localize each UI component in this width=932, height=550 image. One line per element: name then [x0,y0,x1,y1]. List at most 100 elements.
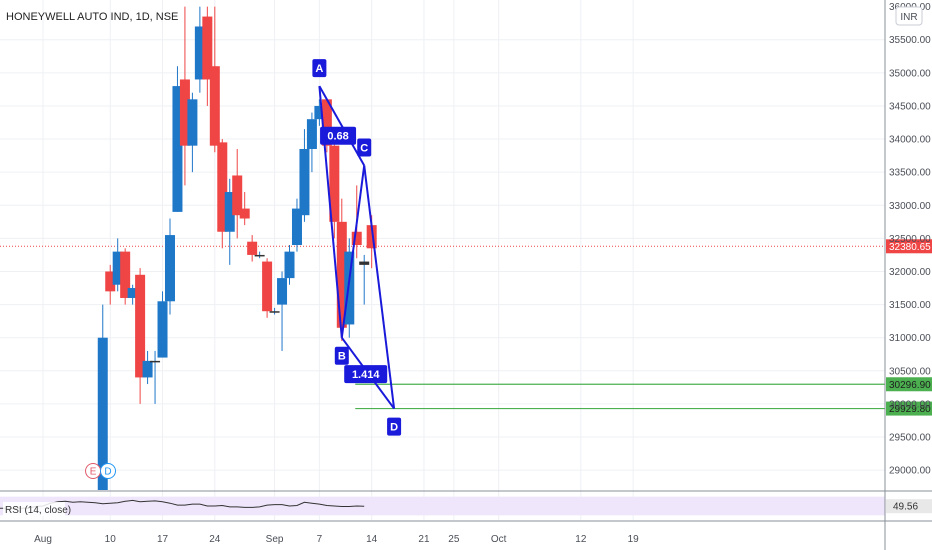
candle-body [336,221,347,328]
pattern-point-marker-c[interactable] [357,138,372,157]
rsi-label: RSI (14, close) [5,505,71,516]
candle-body [217,142,228,232]
candle-body [150,360,161,363]
price-axis[interactable]: 29000.00 29500.00 30000.00 30500.00 31000.00… [884,0,931,550]
grid [0,0,932,522]
y-tick-label: 31500.00 [889,300,931,311]
candle-body [366,225,377,249]
pattern-point-marker-b[interactable] [334,346,349,365]
x-tick-label: 10 [105,534,117,545]
time-axis[interactable]: Aug 10 17 24 Sep 7 14 21 25 Oct 12 19 [34,534,639,545]
x-tick-label: Aug [34,534,52,545]
candle [232,148,243,239]
candle-body [262,261,273,312]
rsi-value-label: 49.56 [893,502,918,513]
x-tick-label: 25 [448,534,460,545]
event-marker-e[interactable]: E [85,463,102,479]
candle-body [187,99,198,146]
candle-body [306,119,317,149]
candle-body [277,278,288,305]
event-marker-d[interactable]: D [99,463,116,479]
candle-body [135,274,146,378]
y-tick-label: 35000.00 [889,68,931,79]
candle-body [120,251,131,298]
candle-body [299,148,310,216]
pattern-point-label-c: C [360,143,368,155]
y-tick-label: 34500.00 [889,101,931,112]
x-tick-label: 14 [366,534,378,545]
rsi-legend[interactable]: RSI (14, close) [3,502,71,516]
candle [254,251,265,259]
candle-body [105,271,116,292]
ratio-label: 0.68 [327,131,348,143]
candle-body [291,208,302,245]
event-marker-circle [99,463,116,479]
current-price-label: 32380.65 [889,242,931,253]
candle-body [239,208,250,219]
x-tick-label: Sep [266,534,284,545]
candle [97,304,108,490]
candle [127,284,138,305]
level-price-label: 30296.90 [889,380,931,391]
candle-body [179,79,190,146]
candle [172,66,183,212]
event-marker-letter: E [90,467,97,478]
candle [120,248,131,305]
rsi-band [0,496,885,516]
level-price-label: 29929.80 [889,404,931,415]
pattern-leg-cd[interactable] [363,165,396,409]
candle [150,350,161,404]
y-tick-label: 30500.00 [889,366,931,377]
pattern-leg-bc[interactable] [340,165,366,338]
candle [202,6,213,106]
y-tick-label: 30000.00 [889,399,931,410]
candle-body [127,288,138,298]
candle [187,92,198,173]
ratio-badge[interactable] [344,365,388,384]
candle [247,235,258,262]
candle [299,129,310,222]
candle-body [232,175,243,216]
fib-levels[interactable]: 30296.90 29929.80 [355,377,932,416]
x-tick-label: Oct [491,534,507,545]
currency-badge-label: INR [900,12,917,23]
y-tick-label: 31000.00 [889,333,931,344]
ratio-badge[interactable] [320,126,357,145]
y-tick-label: 34000.00 [889,135,931,146]
rsi-pane-background [0,496,885,516]
event-marker-letter: D [104,467,111,478]
pattern-point-label-b: B [338,351,346,363]
candle [336,198,347,342]
candle [164,218,175,315]
pattern-point-marker-a[interactable] [312,59,327,78]
pattern-line-ac[interactable] [318,85,366,167]
pattern-point-marker-d[interactable] [387,417,402,436]
candle [262,258,273,318]
y-tick-label: 29500.00 [889,433,931,444]
y-tick-label: 33000.00 [889,201,931,212]
candle [194,6,205,93]
candle [142,350,153,385]
candle-body [359,261,370,265]
pattern-point-label-d: D [390,422,398,434]
candle-body [247,241,258,255]
candle-body [157,301,168,358]
currency-badge[interactable]: INR [895,6,923,26]
candle [269,307,280,315]
y-tick-label: 29000.00 [889,466,931,477]
x-tick-label: 17 [157,534,169,545]
candle-body [194,26,205,80]
candle-body [202,16,213,80]
harmonic-pattern[interactable]: A B C D 0.68 1.414 [312,59,402,436]
candle [329,129,340,239]
candle-body [329,145,340,222]
level-price-tag [886,401,932,416]
candle [359,254,370,305]
candle [224,178,235,265]
x-tick-label: 24 [209,534,221,545]
rsi-value-tag [886,499,932,514]
candle-body [269,311,280,313]
candle [135,268,146,404]
